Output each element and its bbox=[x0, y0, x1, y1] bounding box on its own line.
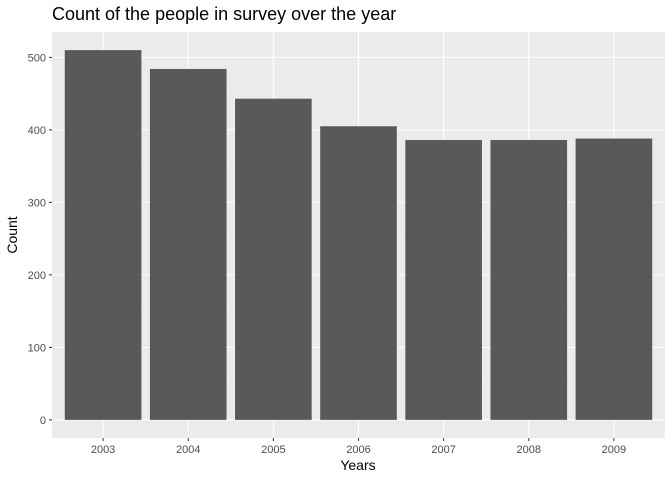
x-tick-label: 2005 bbox=[261, 444, 285, 456]
bar-2005 bbox=[235, 98, 312, 420]
y-axis: 0 100 200 300 400 500 bbox=[28, 52, 52, 427]
x-tick-label: 2006 bbox=[346, 444, 370, 456]
x-tick-label: 2003 bbox=[91, 444, 115, 456]
y-tick-label: 500 bbox=[28, 52, 46, 64]
bar-2006 bbox=[320, 126, 397, 420]
x-axis-title: Years bbox=[340, 457, 375, 473]
y-tick-label: 0 bbox=[40, 415, 46, 427]
bar-2009 bbox=[575, 138, 653, 420]
y-tick-label: 400 bbox=[28, 125, 46, 137]
bar-2003 bbox=[64, 50, 142, 420]
bars bbox=[64, 50, 653, 420]
y-tick-label: 300 bbox=[28, 197, 46, 209]
x-tick-label: 2008 bbox=[517, 444, 541, 456]
x-tick-label: 2004 bbox=[176, 444, 200, 456]
y-tick-label: 100 bbox=[28, 342, 46, 354]
x-tick-label: 2007 bbox=[431, 444, 455, 456]
bar-2008 bbox=[490, 140, 568, 420]
bar-2004 bbox=[149, 68, 227, 420]
y-axis-title: Count bbox=[4, 216, 20, 253]
chart-title: Count of the people in survey over the y… bbox=[52, 4, 396, 24]
bar-2007 bbox=[405, 140, 482, 420]
x-tick-label: 2009 bbox=[602, 444, 626, 456]
x-axis: 2003 2004 2005 2006 2007 2008 2009 bbox=[91, 438, 626, 456]
y-tick-label: 200 bbox=[28, 270, 46, 282]
